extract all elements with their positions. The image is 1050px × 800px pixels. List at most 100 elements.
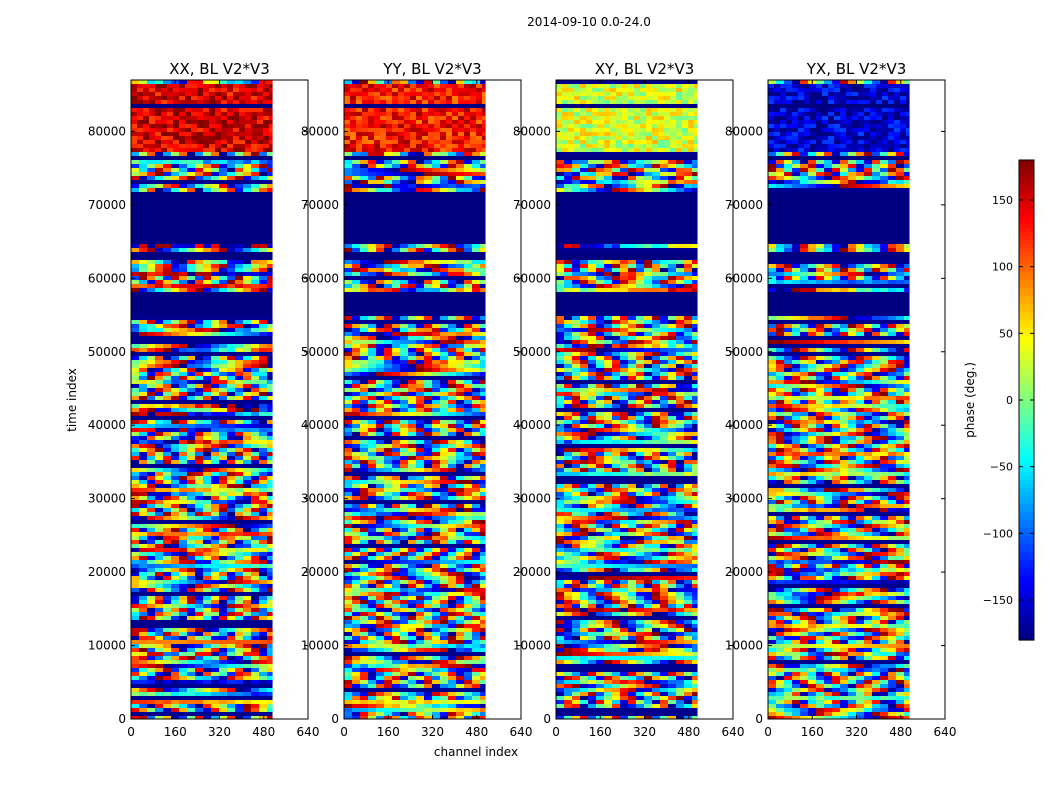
phase-cell	[392, 288, 401, 293]
phase-cell	[448, 404, 457, 409]
phase-cell	[448, 648, 457, 653]
phase-cell	[368, 352, 377, 357]
phase-cell	[368, 504, 377, 509]
phase-cell	[227, 480, 236, 485]
phase-cell	[267, 444, 273, 449]
phase-cell	[203, 588, 212, 593]
phase-cell	[227, 120, 234, 125]
phase-cell	[171, 172, 180, 177]
phase-cell	[195, 472, 204, 477]
phase-cell	[243, 488, 252, 493]
phase-cell	[251, 396, 260, 401]
phase-cell	[163, 648, 172, 653]
phase-cell	[400, 612, 409, 617]
phase-cell	[203, 380, 212, 385]
phase-cell	[416, 468, 425, 473]
phase-cell	[243, 604, 252, 609]
phase-cell	[472, 420, 481, 425]
phase-cell	[259, 460, 268, 465]
phase-cell	[203, 284, 212, 289]
phase-cell	[610, 88, 617, 93]
phase-cell	[416, 372, 425, 377]
phase-cell	[424, 576, 433, 581]
phase-cell	[480, 716, 486, 719]
phase-cell	[344, 492, 353, 497]
phase-cell	[179, 152, 188, 157]
phase-cell	[416, 616, 425, 621]
phase-cell	[235, 456, 244, 461]
phase-cell	[147, 432, 156, 437]
phase-cell	[472, 164, 481, 169]
phase-cell	[243, 388, 252, 393]
phase-cell	[416, 368, 425, 373]
phase-cell	[344, 628, 353, 633]
phase-cell	[384, 392, 393, 397]
phase-cell	[195, 528, 204, 533]
phase-cell	[219, 536, 228, 541]
phase-cell	[464, 392, 473, 397]
phase-cell	[472, 288, 481, 293]
phase-cell	[400, 160, 409, 165]
phase-cell	[368, 128, 375, 133]
phase-cell	[235, 500, 244, 505]
phase-cell	[440, 692, 449, 697]
phase-cell	[400, 692, 409, 697]
phase-cell	[147, 408, 156, 413]
phase-cell	[676, 88, 683, 93]
phase-cell	[400, 580, 409, 585]
phase-cell	[400, 628, 409, 633]
phase-cell	[147, 576, 156, 581]
phase-cell	[167, 132, 174, 137]
phase-cell	[187, 472, 196, 477]
phase-cell	[243, 504, 252, 509]
phase-cell	[187, 152, 196, 157]
phase-cell	[243, 184, 252, 189]
phase-cell	[556, 88, 563, 93]
phase-cell	[243, 320, 252, 325]
phase-cell	[163, 420, 172, 425]
phase-cell	[195, 380, 204, 385]
phase-cell	[464, 316, 473, 321]
phase-cell	[480, 424, 486, 429]
phase-cell	[219, 388, 228, 393]
phase-cell	[187, 440, 196, 445]
phase-cell	[424, 384, 433, 389]
phase-cell	[155, 92, 162, 97]
phase-cell	[598, 96, 605, 101]
phase-cell	[424, 316, 433, 321]
phase-cell	[344, 364, 353, 369]
phase-cell	[195, 636, 204, 641]
phase-cell	[227, 496, 236, 501]
phase-cell	[476, 144, 483, 149]
phase-cell	[384, 524, 393, 529]
phase-cell	[251, 532, 260, 537]
phase-cell	[147, 668, 156, 673]
phase-cell	[251, 116, 258, 121]
phase-cell	[259, 468, 268, 473]
phase-cell	[243, 600, 252, 605]
phase-cell	[163, 676, 172, 681]
phase-cell	[392, 316, 401, 321]
phase-cell	[424, 152, 433, 157]
phase-cell	[392, 364, 401, 369]
phase-cell	[131, 440, 140, 445]
phase-cell	[376, 284, 385, 289]
phase-cell	[139, 412, 148, 417]
phase-cell	[448, 372, 457, 377]
phase-cell	[179, 532, 188, 537]
phase-cell	[147, 260, 156, 265]
phase-cell	[187, 556, 196, 561]
phase-cell	[432, 628, 441, 633]
phase-cell	[384, 248, 393, 253]
phase-cell	[243, 628, 252, 633]
phase-cell	[267, 248, 273, 253]
gap-band	[344, 436, 486, 441]
phase-cell	[376, 248, 385, 253]
phase-cell	[155, 532, 164, 537]
phase-cell	[243, 556, 252, 561]
phase-cell	[203, 364, 212, 369]
phase-cell	[243, 360, 252, 365]
phase-cell	[155, 268, 164, 273]
phase-cell	[424, 508, 433, 513]
y-tick-label: 60000	[88, 271, 126, 285]
